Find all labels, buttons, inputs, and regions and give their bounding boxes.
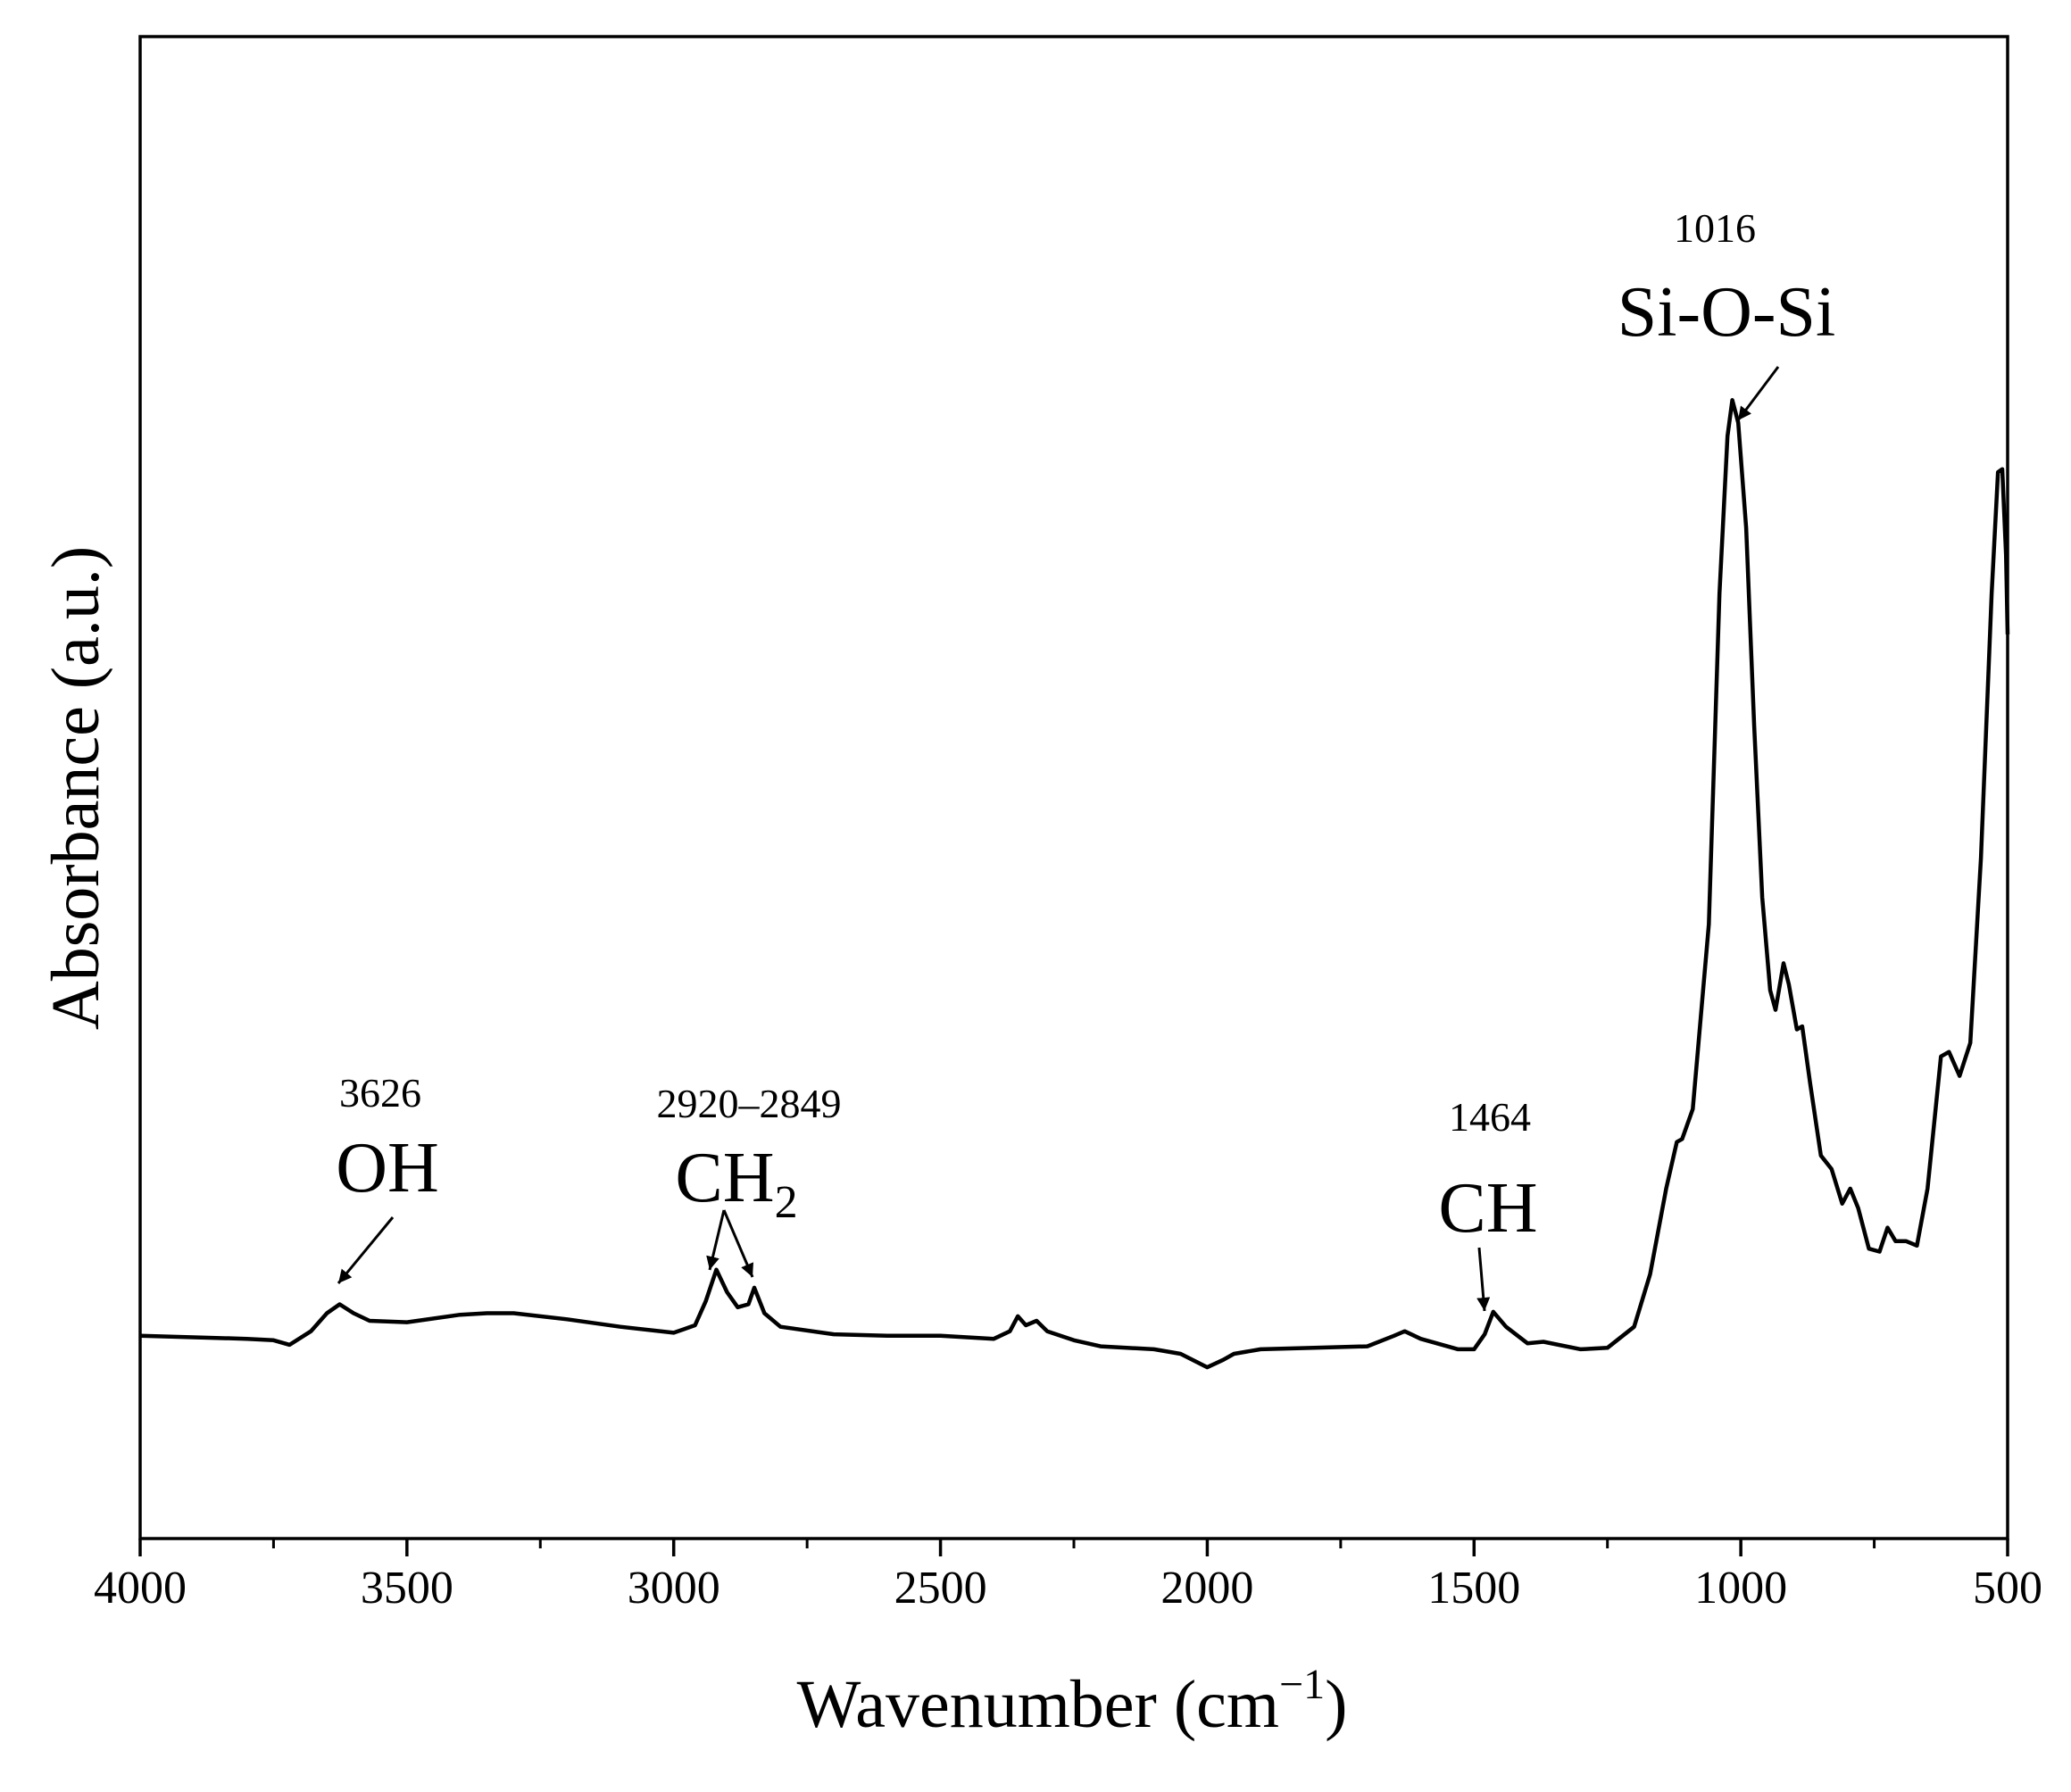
annotation-number: 2920–2849 xyxy=(657,1081,842,1126)
x-axis-title-text: Wavenumber (cm xyxy=(797,1667,1279,1742)
annotation-number: 1016 xyxy=(1674,205,1756,251)
x-tick-label: 1500 xyxy=(1427,1563,1520,1614)
annotation-label: OH xyxy=(336,1129,439,1207)
annotation-label-text: CH xyxy=(1438,1169,1537,1248)
annotation-label-text: OH xyxy=(336,1129,439,1207)
annotation-arrow xyxy=(722,1209,754,1278)
x-tick-label: 3000 xyxy=(628,1563,720,1614)
annotation-arrow xyxy=(1736,366,1780,421)
x-tick-label: 4000 xyxy=(94,1563,187,1614)
annotation-arrow xyxy=(706,1209,726,1271)
x-tick-label: 2000 xyxy=(1160,1563,1253,1614)
x-axis-title-sup: −1 xyxy=(1279,1661,1325,1708)
annotation-arrow xyxy=(1476,1247,1491,1312)
annotation-label-sub: 2 xyxy=(775,1177,798,1228)
annotation-label: Si-O-Si xyxy=(1618,273,1836,352)
x-tick-label: 500 xyxy=(1973,1563,2042,1614)
plot-frame xyxy=(138,35,2009,1540)
y-axis-title: Absorbance (a.u.) xyxy=(38,546,113,1030)
annotation-label-text: CH xyxy=(675,1139,774,1217)
annotation-number: 3626 xyxy=(339,1070,421,1116)
x-tick-label: 1000 xyxy=(1694,1563,1787,1614)
x-axis-title-end: ) xyxy=(1325,1667,1347,1742)
annotation-arrow xyxy=(337,1216,395,1284)
annotation-number: 1464 xyxy=(1449,1094,1531,1140)
x-tick-label: 2500 xyxy=(894,1563,987,1614)
x-tick-label: 3500 xyxy=(361,1563,453,1614)
spectrum-line xyxy=(139,398,2010,1370)
annotation-label: CH xyxy=(1438,1169,1537,1248)
annotation-label: CH2 xyxy=(675,1139,797,1228)
annotation-label-text: Si-O-Si xyxy=(1618,273,1836,352)
x-axis-title: Wavenumber (cm−1) xyxy=(797,1661,1348,1742)
